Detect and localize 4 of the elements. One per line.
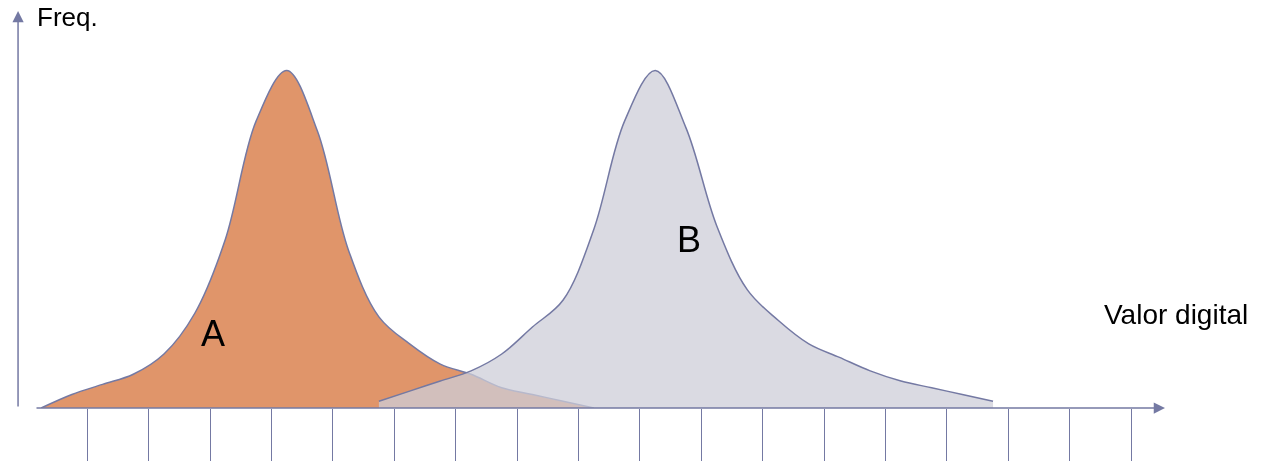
y-axis-title: Freq. — [37, 2, 98, 32]
series-label: A — [201, 313, 226, 354]
x-axis-title: Valor digital — [1104, 299, 1249, 330]
series-label: B — [677, 219, 702, 260]
